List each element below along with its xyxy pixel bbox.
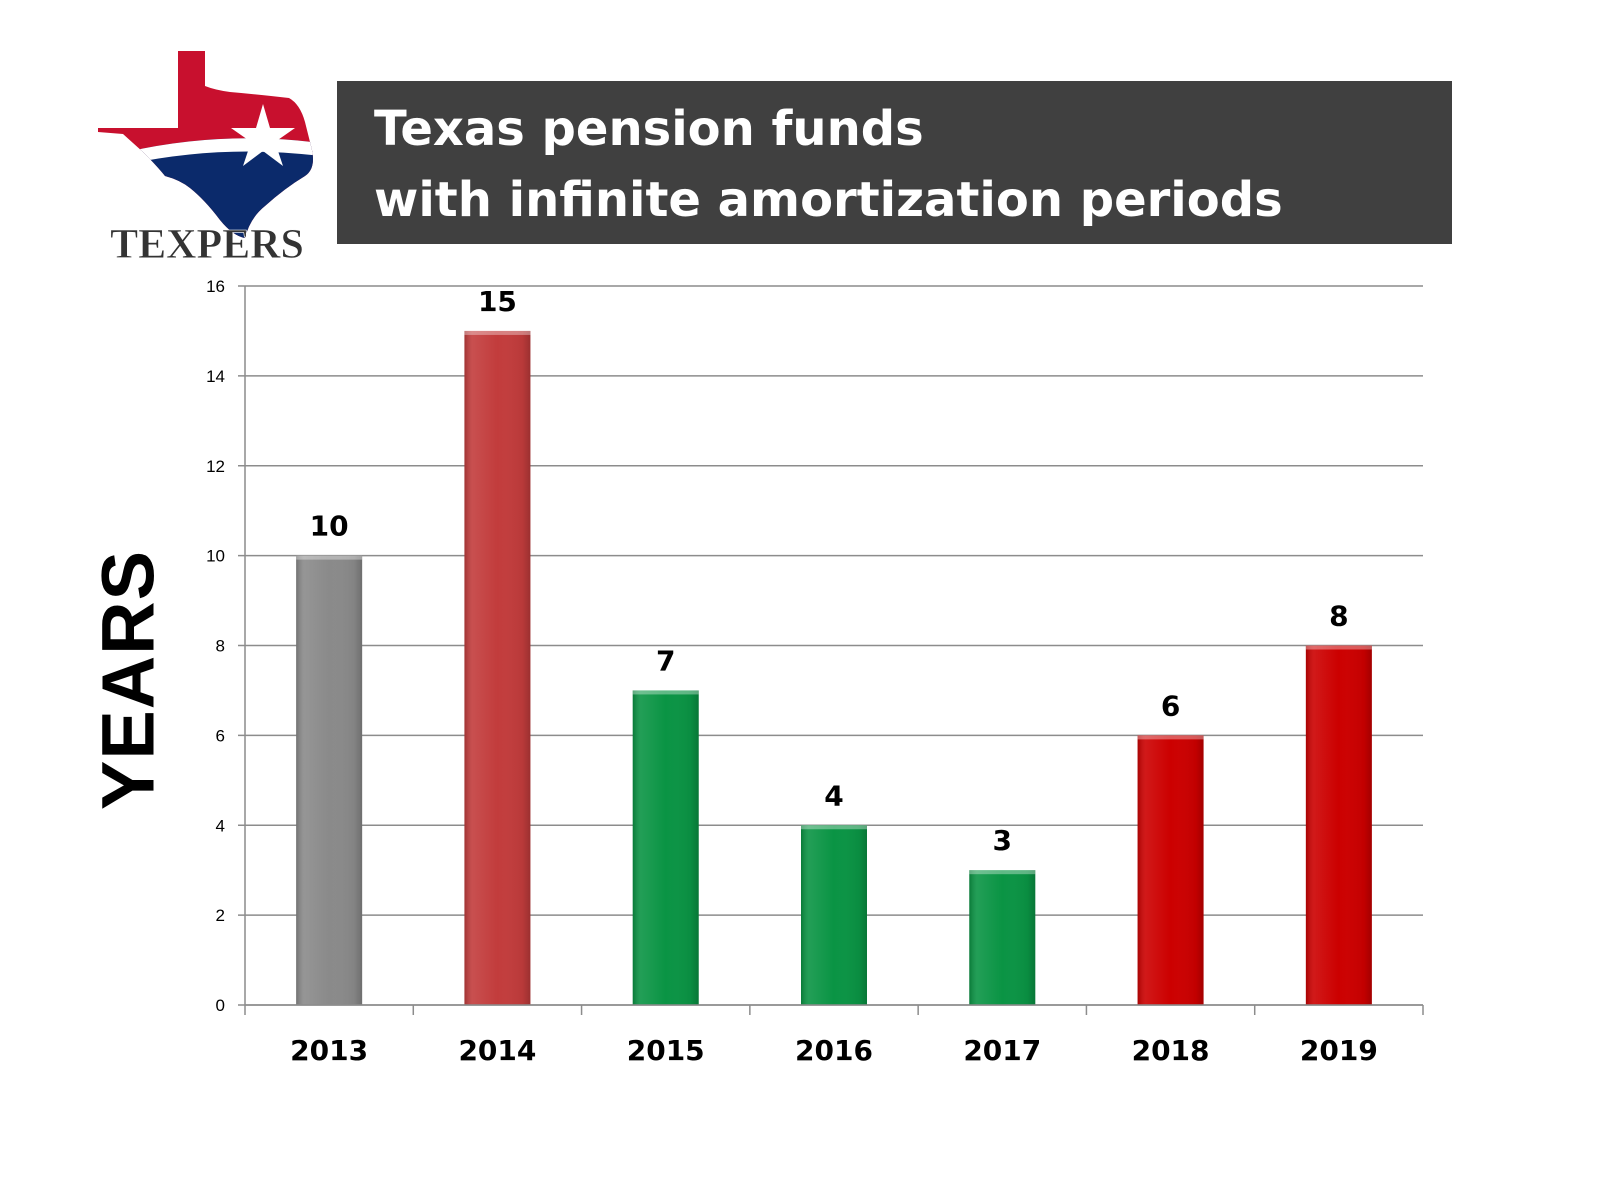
data-label-2017: 3 xyxy=(993,824,1012,857)
chart-title-line-2: with infinite amortization periods xyxy=(374,172,1283,228)
bar-top-highlight-2014 xyxy=(464,330,531,335)
data-label-2018: 6 xyxy=(1161,689,1180,722)
bars xyxy=(296,330,1372,1005)
y-tick-label: 16 xyxy=(206,277,225,296)
bar-shading-2019 xyxy=(1305,645,1372,1005)
chart-title-line-1: Texas pension funds xyxy=(374,101,924,157)
texpers-logo: TEXPERS xyxy=(98,51,313,268)
y-tick-label: 10 xyxy=(206,547,225,566)
bar-shading-2013 xyxy=(296,555,363,1005)
bar-top-highlight-2018 xyxy=(1137,735,1204,740)
y-tick-label: 0 xyxy=(216,996,225,1015)
axes: 0 2 4 6 8 10 12 14 16 2013 2014 2015 2016 2017 2018 201… xyxy=(206,277,1424,1067)
x-tick-label-2017: 2017 xyxy=(963,1034,1041,1067)
x-tick-label-2015: 2015 xyxy=(627,1034,705,1067)
y-tick-label: 4 xyxy=(216,816,225,835)
data-label-2014: 15 xyxy=(478,285,517,318)
bar-top-highlight-2013 xyxy=(296,555,363,560)
y-tick-label: 8 xyxy=(216,637,225,656)
bar-shading-2015 xyxy=(632,690,699,1005)
bar-top-highlight-2017 xyxy=(969,870,1036,875)
y-tick-label: 14 xyxy=(206,367,225,386)
data-label-2013: 10 xyxy=(310,510,349,543)
bar-top-highlight-2015 xyxy=(632,690,699,695)
bar-shading-2016 xyxy=(801,825,867,1005)
data-labels: 10 15 7 4 3 6 8 xyxy=(310,285,1349,857)
y-tick-label: 6 xyxy=(216,726,225,745)
data-label-2019: 8 xyxy=(1329,600,1348,633)
x-tick-label-2016: 2016 xyxy=(795,1034,873,1067)
bar-shading-2017 xyxy=(969,870,1036,1005)
bar-top-highlight-2016 xyxy=(801,825,867,830)
star-icon xyxy=(231,104,295,166)
logo-text: TEXPERS xyxy=(110,222,304,268)
bar-shading-2018 xyxy=(1137,735,1204,1005)
y-tick-label: 12 xyxy=(206,457,225,476)
bar-top-highlight-2019 xyxy=(1305,645,1372,650)
data-label-2015: 7 xyxy=(656,644,675,677)
data-label-2016: 4 xyxy=(824,779,843,812)
x-tick-label-2019: 2019 xyxy=(1300,1034,1378,1067)
x-tick-label-2013: 2013 xyxy=(290,1034,368,1067)
chart-title-banner: Texas pension funds with infinite amorti… xyxy=(337,81,1452,244)
x-tick-label-2018: 2018 xyxy=(1132,1034,1210,1067)
y-tick-label: 2 xyxy=(216,906,225,925)
bar-shading-2014 xyxy=(464,330,531,1005)
x-tick-label-2014: 2014 xyxy=(458,1034,536,1067)
